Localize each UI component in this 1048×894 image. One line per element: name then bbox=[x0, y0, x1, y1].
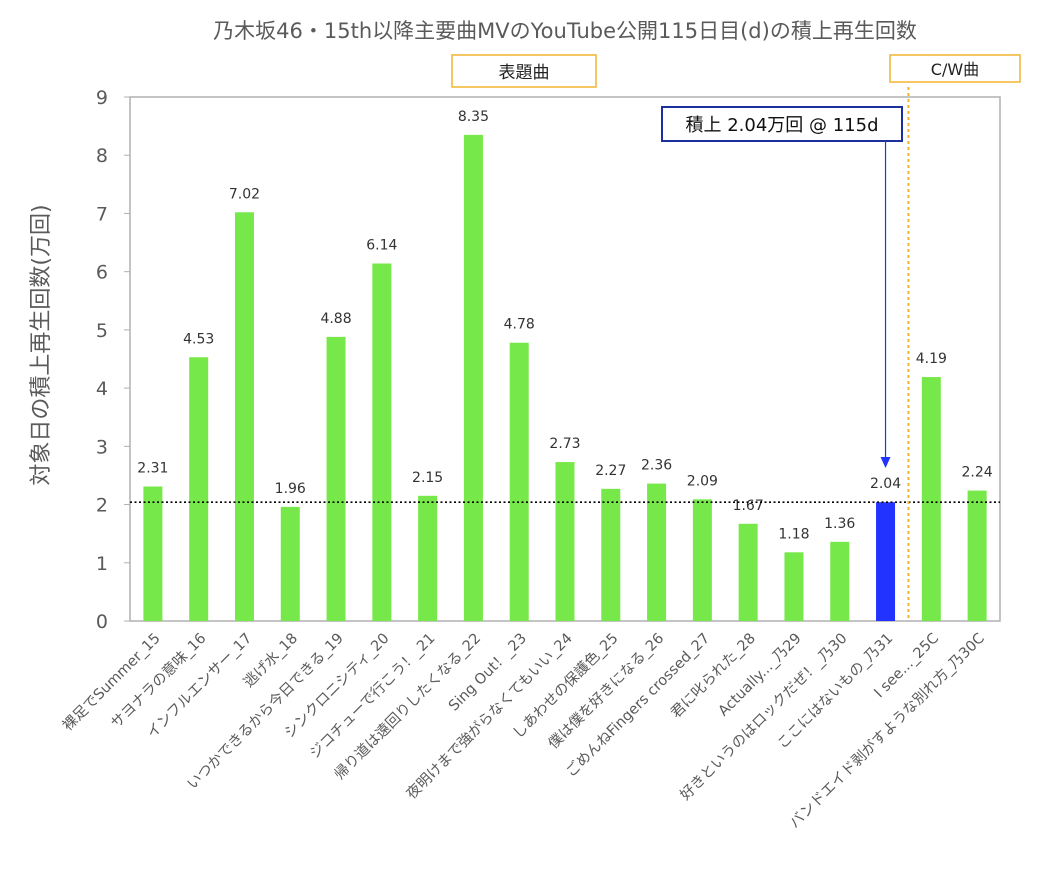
bar-value-label: 2.24 bbox=[962, 465, 993, 481]
bar bbox=[509, 342, 529, 621]
bar bbox=[967, 490, 987, 621]
bar bbox=[555, 462, 575, 621]
bar bbox=[372, 263, 392, 621]
bar-value-label: 7.02 bbox=[229, 186, 260, 202]
y-tick-label: 8 bbox=[96, 145, 108, 167]
y-axis-title: 対象日の積上再生回数(万回) bbox=[29, 204, 54, 485]
bar-value-label: 2.04 bbox=[870, 476, 901, 492]
plot-area: 0 1 2 3 4 5 6 7 8 9 2.31 4.53 7.02 1.96 4.88 6.14 2.15 8.… bbox=[59, 54, 1021, 832]
bar-value-label: 1.36 bbox=[824, 516, 855, 532]
bar bbox=[647, 483, 667, 621]
x-tick-label: 君に叱られた_28 bbox=[667, 630, 759, 722]
y-tick-label: 7 bbox=[96, 203, 108, 225]
section-text: C/W曲 bbox=[931, 60, 979, 79]
bar-highlight bbox=[876, 502, 896, 621]
bar-value-label: 2.15 bbox=[412, 470, 443, 486]
bar-value-label: 1.18 bbox=[778, 526, 809, 542]
x-tick-label: Actually..._乃29 bbox=[716, 631, 805, 720]
section-box bbox=[451, 54, 597, 88]
bar-value-label: 2.36 bbox=[641, 458, 672, 474]
bar-value-label: 2.31 bbox=[137, 461, 168, 477]
bar-value-label: 4.88 bbox=[320, 311, 351, 327]
bar bbox=[326, 336, 346, 621]
bar-value-label: 6.14 bbox=[366, 238, 397, 254]
bar bbox=[143, 486, 163, 621]
bar bbox=[692, 499, 712, 621]
section-label-coupling-songs: C/W曲 bbox=[889, 54, 1021, 83]
bar bbox=[463, 134, 483, 621]
annotation-box bbox=[661, 106, 903, 142]
bar-value-label: 4.53 bbox=[183, 331, 214, 347]
y-tick-label: 4 bbox=[96, 378, 108, 400]
section-label-title-songs: 表題曲 bbox=[451, 54, 597, 88]
bar bbox=[601, 488, 621, 621]
bar bbox=[418, 495, 438, 621]
annotation-callout: 積上 2.04万回 @ 115d bbox=[661, 106, 903, 468]
y-tick-label: 0 bbox=[96, 611, 108, 633]
y-tick-label: 2 bbox=[96, 495, 108, 517]
bar bbox=[830, 541, 850, 621]
annotation-text: 積上 2.04万回 @ 115d bbox=[685, 115, 878, 136]
section-box bbox=[889, 54, 1021, 83]
bar-value-label: 4.19 bbox=[916, 351, 947, 367]
y-tick-label: 3 bbox=[96, 436, 108, 458]
bar bbox=[738, 523, 758, 621]
bar-value-label: 1.67 bbox=[733, 498, 764, 514]
y-tick-label: 9 bbox=[96, 87, 108, 109]
bar-value-label: 8.35 bbox=[458, 109, 489, 125]
bar bbox=[234, 212, 254, 621]
chart-title: 乃木坂46・15th以降主要曲MVのYouTube公開115日目(d)の積上再生… bbox=[213, 19, 917, 43]
x-tick-label: 夜明けまで強がらなくてもいい_24 bbox=[403, 630, 576, 803]
x-tick-label: 好きというのはロックだぜ！_乃30 bbox=[677, 630, 851, 804]
bar-value-label: 2.09 bbox=[687, 473, 718, 489]
bar bbox=[189, 357, 209, 621]
annotation-arrow-head bbox=[880, 457, 891, 468]
bar bbox=[921, 377, 941, 621]
bar bbox=[784, 552, 804, 621]
bar-value-label: 4.78 bbox=[504, 317, 535, 333]
bar bbox=[280, 506, 300, 621]
bar-value-label: 1.96 bbox=[275, 481, 306, 497]
section-text: 表題曲 bbox=[499, 63, 550, 83]
y-tick-label: 6 bbox=[96, 262, 108, 284]
x-tick-label: Sing Out！_23 bbox=[446, 631, 530, 715]
bar-value-label: 2.73 bbox=[549, 436, 580, 452]
bar-value-label: 2.27 bbox=[595, 463, 626, 479]
y-tick-label: 1 bbox=[96, 553, 108, 575]
y-tick-label: 5 bbox=[96, 320, 108, 342]
